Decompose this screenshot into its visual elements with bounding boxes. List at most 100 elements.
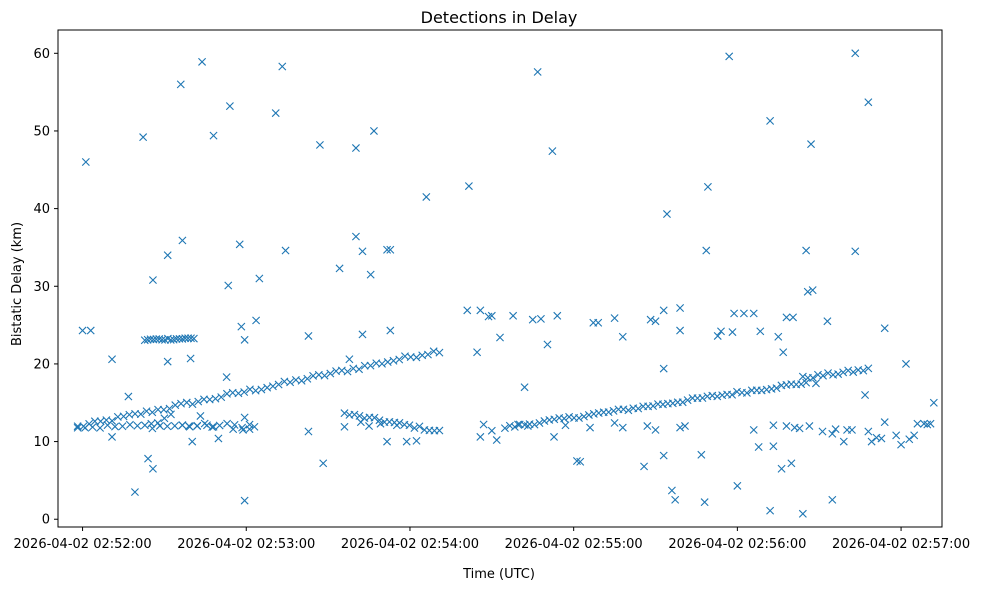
scatter-point: [154, 405, 163, 414]
scatter-point: [496, 333, 504, 342]
x-tick-label: 2026-04-02 02:52:00: [14, 537, 152, 552]
scatter-point: [360, 361, 369, 370]
scatter-point: [230, 420, 239, 429]
scatter-point: [319, 459, 328, 468]
scatter-point: [278, 62, 287, 71]
scatter-point: [222, 373, 231, 382]
scatter-point: [108, 432, 117, 441]
scatter-point: [782, 313, 791, 322]
scatter-point: [240, 388, 249, 397]
scatter-point: [550, 415, 559, 424]
scatter-point: [659, 306, 668, 315]
y-tick-label: 30: [33, 280, 50, 295]
y-tick-label: 10: [33, 435, 50, 450]
scatter-point: [725, 52, 734, 61]
scatter-point: [130, 488, 139, 497]
scatter-point: [818, 427, 827, 436]
scatter-point: [148, 408, 157, 417]
scatter-point: [208, 423, 217, 431]
scatter-point: [877, 434, 886, 443]
scatter-point: [153, 418, 162, 427]
scatter-point: [543, 340, 552, 349]
scatter-point: [769, 421, 778, 430]
scatter-point: [257, 385, 266, 394]
scatter-point: [355, 411, 364, 420]
axes-frame: [57, 29, 943, 528]
scatter-point: [163, 357, 172, 366]
scatter-point: [808, 286, 817, 295]
scatter-point: [304, 331, 313, 340]
scatter-point: [476, 432, 485, 441]
scatter-point: [238, 423, 247, 432]
scatter-point: [610, 314, 619, 323]
scatter-point: [728, 390, 737, 399]
scatter-point: [358, 247, 367, 256]
scatter-point: [610, 418, 619, 427]
scatter-point: [320, 371, 329, 380]
scatter-point: [766, 506, 775, 515]
scatter-point: [728, 328, 737, 337]
scatter-point: [624, 406, 633, 415]
scatter-point: [160, 414, 169, 423]
scatter-point: [196, 411, 205, 420]
scatter-point: [343, 367, 352, 376]
scatter-point: [676, 423, 685, 432]
scatter-point: [376, 419, 385, 428]
scatter-point: [803, 287, 812, 296]
scatter-point: [553, 311, 562, 320]
scatter-point: [892, 431, 901, 440]
scatter-point: [378, 359, 386, 368]
scatter-point: [520, 383, 529, 392]
scatter-point: [849, 368, 858, 377]
scatter-point: [798, 372, 807, 381]
scatter-point: [536, 314, 545, 323]
scatter-point: [172, 334, 181, 343]
scatter-point: [742, 388, 751, 397]
scatter-series: [73, 49, 938, 518]
scatter-point: [500, 424, 509, 433]
scatter-point: [565, 412, 574, 421]
scatter-point: [717, 327, 725, 336]
scatter-point: [828, 495, 837, 504]
scatter-point: [108, 355, 117, 364]
scatter-point: [217, 393, 226, 402]
scatter-point: [910, 431, 919, 440]
scatter-point: [797, 380, 806, 389]
y-tick-label: 20: [33, 357, 50, 372]
scatter-point: [834, 370, 843, 379]
x-tick-label: 2026-04-02 02:56:00: [668, 537, 806, 552]
scatter-point: [514, 420, 522, 429]
scatter-point: [90, 417, 99, 426]
scatter-point: [802, 378, 811, 387]
scatter-point: [188, 437, 197, 446]
scatter-point: [386, 245, 395, 254]
scatter-point: [807, 140, 816, 149]
scatter-point: [668, 399, 677, 408]
scatter-point: [548, 147, 557, 156]
scatter-point: [703, 182, 712, 191]
scatter-point: [165, 404, 174, 413]
scatter-point: [124, 392, 133, 401]
scatter-point: [659, 451, 668, 460]
scatter-point: [528, 315, 537, 324]
scatter-point: [136, 410, 145, 419]
scatter-point: [119, 412, 128, 421]
scatter-point: [125, 420, 134, 429]
scatter-point: [146, 335, 155, 344]
scatter-point: [929, 398, 938, 407]
scatter-point: [303, 374, 312, 383]
scatter-point: [170, 421, 179, 430]
scatter-point: [749, 309, 758, 318]
scatter-point: [864, 98, 873, 107]
scatter-point: [166, 410, 175, 419]
scatter-point: [676, 304, 685, 312]
scatter-point: [851, 247, 860, 256]
scatter-point: [795, 424, 804, 433]
scatter-point: [476, 306, 485, 315]
scatter-point: [366, 270, 375, 279]
scatter-point: [811, 379, 820, 388]
scatter-point: [749, 425, 758, 434]
scatter-point: [713, 331, 722, 340]
scatter-point: [649, 402, 658, 410]
